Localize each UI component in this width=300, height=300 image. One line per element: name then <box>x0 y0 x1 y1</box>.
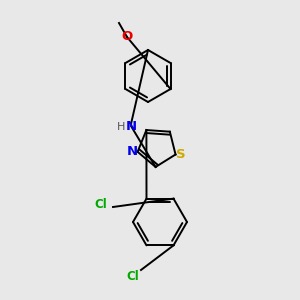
Text: N: N <box>125 121 136 134</box>
Text: H: H <box>117 122 125 132</box>
Text: Cl: Cl <box>127 269 140 283</box>
Text: S: S <box>176 148 185 161</box>
Text: O: O <box>122 31 133 44</box>
Text: Cl: Cl <box>94 199 107 212</box>
Text: N: N <box>127 145 138 158</box>
